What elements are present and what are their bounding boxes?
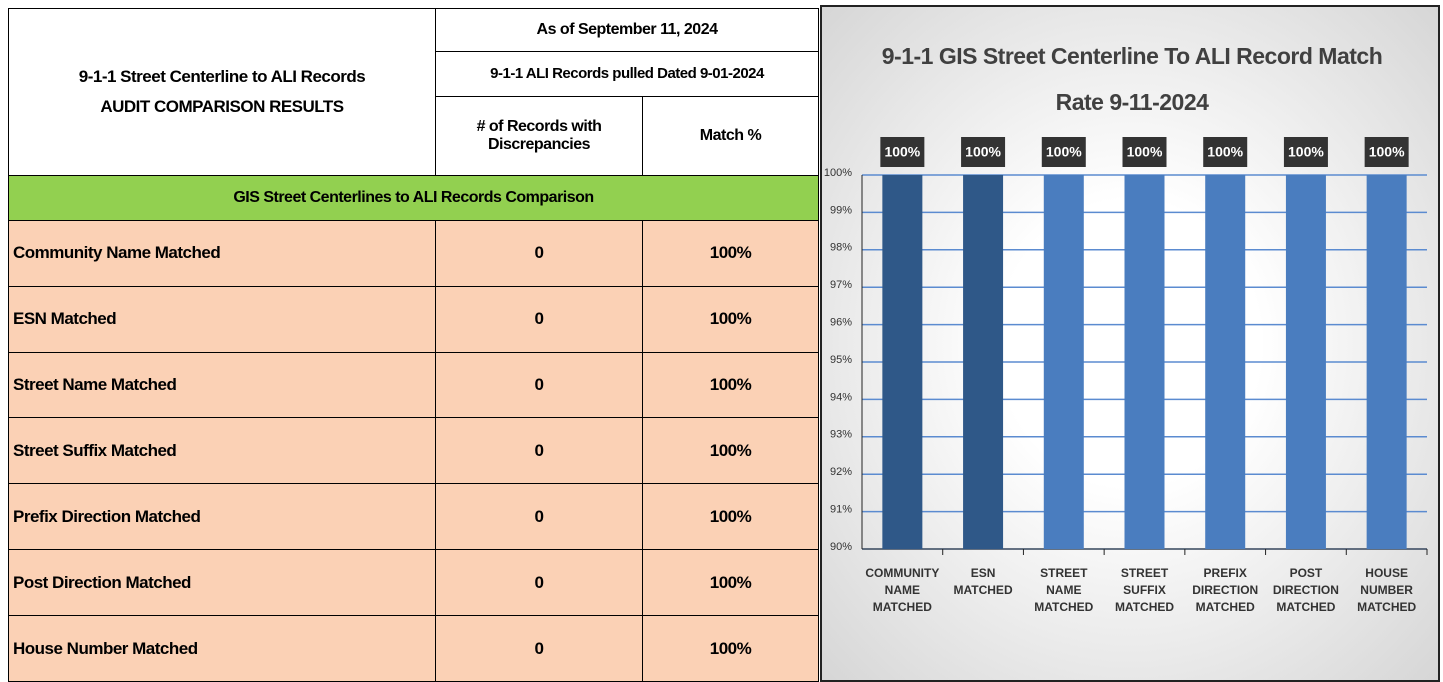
x-tick-label: ESN MATCHED — [953, 566, 1013, 597]
table-title: AUDIT COMPARISON RESULTS — [100, 97, 344, 117]
row-label: Post Direction Matched — [8, 549, 436, 617]
cell-value: 0 — [435, 483, 643, 551]
chart-panel: 9-1-1 GIS Street Centerline To ALI Recor… — [820, 5, 1440, 682]
cell-value: 0 — [435, 285, 643, 353]
table-row: ESN Matched 0 100% — [8, 285, 820, 353]
value-label: 100% — [1288, 144, 1324, 160]
y-tick-label: 93% — [830, 429, 852, 441]
value-label-box — [1203, 137, 1248, 167]
cell-value: 100% — [641, 417, 820, 485]
cell-value: 100% — [641, 615, 820, 682]
value-label-box — [1041, 137, 1086, 167]
y-tick-label: 95% — [830, 354, 852, 366]
table-title: 9-1-1 Street Centerline to ALI Records — [78, 67, 366, 87]
x-tick-label: COMMUNITY NAME MATCHED — [865, 566, 940, 614]
bar — [882, 175, 923, 549]
value-label: 100% — [1127, 144, 1163, 160]
y-tick-label: 99% — [830, 204, 852, 216]
table-row: House Number Matched 0 100% — [8, 615, 820, 682]
y-tick-label: 98% — [830, 242, 852, 254]
cell-value: 0 — [435, 549, 643, 617]
value-label: 100% — [1207, 144, 1243, 160]
cell-value: 100% — [641, 549, 820, 617]
bar — [1205, 175, 1246, 549]
value-label: 100% — [965, 144, 1001, 160]
section-row: GIS Street Centerlines to ALI Records Co… — [7, 175, 820, 221]
y-tick-label: 97% — [830, 279, 852, 291]
bar — [1285, 175, 1326, 549]
value-label-box — [961, 137, 1006, 167]
row-label: ESN Matched — [8, 285, 436, 353]
value-label: 100% — [884, 144, 920, 160]
cell-value: 100% — [641, 351, 820, 419]
value-label: 100% — [1046, 144, 1082, 160]
cell-value: 0 — [435, 219, 643, 287]
x-tick-label: POST DIRECTION MATCHED — [1272, 566, 1339, 614]
table-title-cell: 9-1-1 Street Centerline to ALI Records AU… — [8, 7, 436, 177]
table-row: Post Direction Matched 0 100% — [8, 549, 820, 617]
value-label-box — [1283, 137, 1328, 167]
table-row: Street Suffix Matched 0 100% — [8, 417, 820, 485]
row-label: Prefix Direction Matched — [8, 483, 436, 551]
value-label-box — [880, 137, 925, 167]
chart: 90% 91% 92% 93% 94% 95% 96% 97% 98% 99% 100% 100% 10… — [824, 137, 1428, 555]
bar — [1124, 175, 1165, 549]
column-header: # of Records with Discrepancies — [435, 96, 643, 177]
row-label: Street Suffix Matched — [8, 417, 436, 485]
row-label: Street Name Matched — [8, 351, 436, 419]
y-tick-label: 90% — [830, 541, 852, 553]
bar — [963, 175, 1004, 549]
header-cell: As of September 11, 2024 — [434, 8, 820, 52]
cell-value: 100% — [641, 483, 820, 551]
x-tick-label: STREET NAME MATCHED — [1034, 566, 1094, 614]
value-label-box — [1122, 137, 1167, 167]
value-label-box — [1364, 137, 1409, 167]
y-tick-label: 94% — [830, 391, 852, 403]
table-row: Prefix Direction Matched 0 100% — [8, 483, 820, 551]
row-label: Community Name Matched — [8, 219, 436, 287]
bar — [1043, 175, 1084, 549]
table-row: Community Name Matched 0 100% — [8, 219, 820, 287]
value-label: 100% — [1369, 144, 1405, 160]
cell-value: 0 — [435, 351, 643, 419]
y-tick-label: 100% — [824, 167, 852, 179]
y-tick-label: 91% — [830, 504, 852, 516]
audit-table: 9-1-1 Street Centerline to ALI Records AU… — [7, 7, 820, 682]
header-cell: 9-1-1 ALI Records pulled Dated 9-01-2024 — [434, 50, 820, 98]
cell-value: 0 — [435, 417, 643, 485]
x-tick-label: HOUSE NUMBER MATCHED — [1357, 566, 1417, 614]
cell-value: 100% — [641, 219, 820, 287]
row-label: House Number Matched — [8, 615, 436, 682]
cell-value: 100% — [641, 285, 820, 353]
x-tick-label: STREET SUFFIX MATCHED — [1114, 566, 1175, 614]
y-tick-label: 96% — [830, 317, 852, 329]
bar — [1366, 175, 1407, 549]
chart-title: 9-1-1 GIS Street Centerline To ALI Recor… — [881, 43, 1383, 115]
table-row: Street Name Matched 0 100% — [8, 351, 820, 419]
cell-value: 0 — [435, 615, 643, 682]
y-tick-label: 92% — [830, 466, 852, 478]
x-tick-label: PREFIX DIRECTION MATCHED — [1192, 566, 1259, 614]
column-header: Match % — [641, 96, 820, 177]
